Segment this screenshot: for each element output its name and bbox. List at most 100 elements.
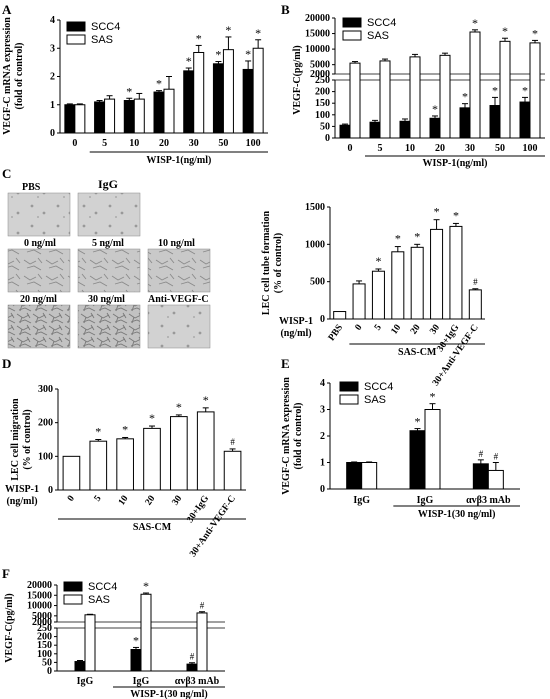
- chart-f-group-label: WISP-1(30 ng/ml): [130, 689, 208, 699]
- chart-a-x-tick-label-5: 50: [218, 138, 228, 149]
- chart-d-mark-6: #: [230, 437, 235, 447]
- chart-d-ylabel-line-0: LEC cell migration: [10, 398, 21, 481]
- chart-a-legend-label-0: SCC4: [91, 21, 120, 33]
- panel-label-b: B: [281, 2, 290, 17]
- chart-f-bar-SAS-1: [140, 593, 152, 672]
- chart-f-mark-SAS-1: *: [143, 579, 149, 593]
- chart-c-y-tick-label-0: 0: [320, 314, 325, 325]
- chart-b-sig-SCC4-6: *: [522, 83, 528, 97]
- chart-f-y-tick-label-low-3: 150: [37, 640, 52, 651]
- chart-a-sig-SAS-4: *: [196, 31, 202, 45]
- chart-e-y-tick-label-0: 0: [320, 484, 325, 495]
- chart-b-xlabel: WISP-1(ng/ml): [423, 158, 488, 169]
- image-anti-vegfc: [147, 304, 211, 349]
- chart-b-x-tick-label-3: 20: [435, 143, 445, 154]
- chart-a-bar-SCC4-4: [183, 70, 195, 134]
- chart-c-mark-7: #: [473, 277, 478, 287]
- chart-e-ylabel-line-1: (fold of control): [293, 402, 304, 469]
- chart-e-x-tick-label-2: αvβ3 mAb: [466, 495, 511, 506]
- chart-b-bar-SAS-3: [439, 54, 451, 139]
- chart-a-x-tick-label-4: 30: [189, 138, 199, 149]
- chart-f-bar-SAS-2: [196, 612, 208, 672]
- chart-f-y-tick-label-low-4: 200: [37, 632, 52, 643]
- chart-c-x-tick-label-1: 0: [354, 323, 365, 333]
- chart-f-y-tick-label-low-5: 250: [37, 623, 52, 634]
- chart-b-x-tick-label-6: 100: [523, 143, 538, 154]
- chart-e-legend-swatch-0: [339, 381, 359, 392]
- chart-f-bar-SAS-0: [84, 614, 96, 672]
- chart-c-bar-1: [352, 283, 366, 320]
- chart-b-sig-SAS-5: *: [502, 24, 508, 38]
- chart-d-bar-4: [170, 416, 188, 491]
- chart-d-bar-0: [62, 455, 81, 491]
- chart-a-bar-SAS-4: [193, 51, 205, 134]
- chart-d-x-tick-label-5: 30+IgG: [185, 493, 211, 524]
- chart-d-x-tick-label-0: 0: [66, 494, 77, 504]
- chart-f-bar-SCC4-1: [130, 649, 142, 672]
- chart-b-x-tick-label-2: 10: [405, 143, 415, 154]
- chart-b-sig-SCC4-3: *: [432, 102, 438, 116]
- chart-c-mark-3: *: [395, 232, 401, 246]
- panel-label-d: D: [2, 356, 11, 371]
- chart-a-bar-SCC4-0: [64, 104, 76, 134]
- chart-d-row-label-line-1: (ng/ml): [6, 496, 37, 507]
- chart-d-bar-3: [143, 427, 161, 491]
- chart-a-bar-SCC4-6: [242, 68, 254, 134]
- image-10ng: [147, 248, 211, 293]
- chart-c-group-label: SAS-CM: [398, 347, 437, 358]
- chart-b-legend-swatch-1: [342, 30, 362, 41]
- image-label-20: 20 ng/ml: [20, 294, 57, 305]
- chart-b-y-tick-label-up-0: 2000: [310, 69, 330, 80]
- chart-a-bar-SCC4-3: [153, 91, 165, 134]
- chart-c-mark-2: *: [375, 254, 381, 268]
- chart-d-mark-5: *: [203, 393, 209, 407]
- chart-d-row-label-line-0: WISP-1: [5, 484, 39, 495]
- chart-a-y-tick-label-3: 3: [50, 43, 55, 54]
- chart-d-y-tick-label-1: 100: [38, 451, 53, 462]
- image-5ng: [77, 248, 141, 293]
- chart-f-y-tick-label-up-4: 20000: [27, 580, 52, 591]
- chart-b-bar-SCC4-1: [369, 121, 381, 139]
- chart-a-legend-swatch-0: [66, 21, 86, 32]
- chart-b-bar-SAS-6: [529, 42, 541, 139]
- chart-a-sig-SAS-6: *: [255, 26, 261, 40]
- chart-a-sig-SAS-5: *: [225, 23, 231, 37]
- chart-a-bar-SAS-6: [252, 47, 264, 134]
- chart-d-bar-6: [223, 450, 242, 491]
- chart-f-legend-swatch-1: [63, 594, 83, 605]
- chart-a-x-tick-label-2: 10: [129, 138, 139, 149]
- chart-d-bar-1: [89, 440, 108, 491]
- chart-b-bar-SAS-5: [499, 40, 511, 139]
- chart-d-mark-1: *: [95, 425, 101, 439]
- panel-label-c: C: [2, 166, 11, 181]
- chart-c-bar-0: [333, 311, 347, 320]
- chart-f-bar-SCC4-2: [186, 663, 198, 672]
- chart-e-bar-SAS-2: [487, 469, 504, 490]
- chart-f-x-tick-label-1: IgG: [133, 676, 150, 687]
- chart-d-y-tick-label-2: 200: [38, 418, 53, 429]
- chart-a-x-tick-label-1: 5: [102, 138, 107, 149]
- chart-a-legend-swatch-1: [66, 34, 86, 45]
- chart-d-y-tick-label-3: 300: [38, 384, 53, 395]
- chart-a-bar-SAS-3: [163, 88, 175, 134]
- chart-a-y-tick-label-4: 4: [50, 15, 55, 26]
- chart-b-legend-swatch-0: [342, 17, 362, 28]
- chart-c-ylabel-line-1: (% of control): [273, 233, 284, 293]
- panel-label-f: F: [2, 566, 10, 581]
- chart-b-x-tick-label-5: 50: [495, 143, 505, 154]
- chart-e-x-tick-label-1: IgG: [417, 495, 434, 506]
- image-30ng: [77, 304, 141, 349]
- chart-f-legend-label-1: SAS: [88, 594, 110, 606]
- chart-b-x-tick-label-1: 5: [378, 143, 383, 154]
- chart-d-mark-4: *: [176, 400, 182, 414]
- chart-d-mark-3: *: [149, 411, 155, 425]
- chart-a-bar-SAS-2: [133, 98, 145, 134]
- chart-a-sig-SCC4-4: *: [186, 54, 192, 68]
- chart-b-y-tick-label-low-0: 0: [325, 133, 330, 144]
- chart-d-x-tick-label-2: 10: [117, 494, 131, 508]
- chart-b-bar-SCC4-0: [339, 124, 351, 139]
- chart-b-y-tick-label-up-3: 15000: [305, 29, 330, 40]
- chart-a-x-tick-label-3: 20: [159, 138, 169, 149]
- chart-c-y-tick-label-1: 500: [310, 277, 325, 288]
